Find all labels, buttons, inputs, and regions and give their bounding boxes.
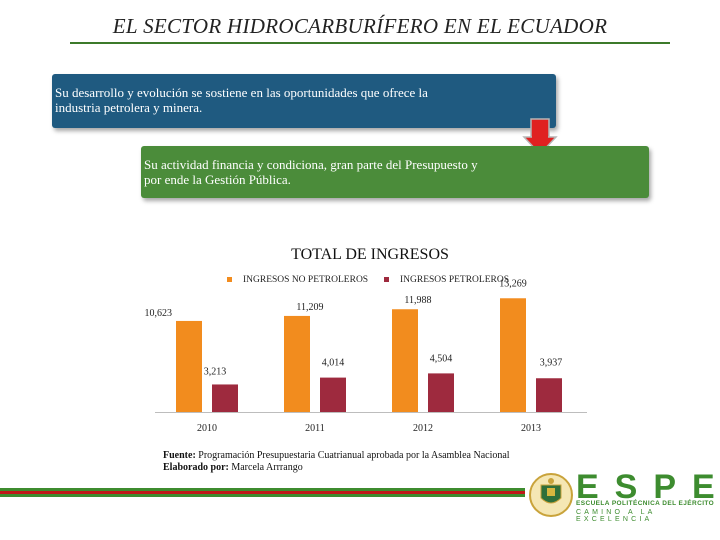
category-label-2010: 2010	[197, 423, 217, 434]
bar-oil-2010	[212, 384, 238, 412]
data-label-oil-2013: 3,937	[540, 357, 563, 368]
logo-tagline: CAMINO A LA EXCELENCIA	[576, 509, 656, 523]
bar-oil-2011	[320, 377, 346, 412]
category-label-2011: 2011	[305, 423, 325, 434]
info-box-finance-line2: por ende la Gestión Pública.	[144, 172, 291, 187]
bar-non-oil-2011	[284, 315, 310, 412]
info-box-finance: Su actividad financia y condiciona, gran…	[141, 146, 649, 198]
category-label-2013: 2013	[521, 423, 541, 434]
bar-oil-2012	[428, 373, 454, 412]
logo-subtitle: ESCUELA POLITÉCNICA DEL EJÉRCITO	[576, 500, 715, 507]
data-label-non-oil-2010: 10,623	[145, 308, 173, 319]
logo-wordmark: ESPE	[576, 468, 720, 506]
title-underline	[70, 42, 670, 44]
data-label-oil-2012: 4,504	[430, 353, 453, 364]
info-box-development: Su desarrollo y evolución se sostiene en…	[52, 74, 556, 128]
bar-non-oil-2012	[392, 309, 418, 412]
data-label-non-oil-2012: 11,988	[404, 295, 431, 306]
footer-stripe	[0, 488, 525, 497]
source-note: Fuente: Programación Presupuestaria Cuat…	[163, 450, 510, 474]
author-text: Marcela Arrrango	[231, 462, 303, 473]
down-arrow-icon	[522, 118, 558, 156]
category-label-2012: 2012	[413, 423, 433, 434]
source-text: Programación Presupuestaria Cuatrianual …	[198, 450, 510, 461]
data-label-oil-2011: 4,014	[322, 358, 345, 369]
source-label: Fuente:	[163, 450, 196, 461]
legend-swatch-non-oil	[227, 277, 232, 282]
info-box-development-line1: Su desarrollo y evolución se sostiene en…	[55, 85, 428, 100]
data-label-non-oil-2011: 11,209	[296, 302, 323, 313]
author-label: Elaborado por:	[163, 462, 229, 473]
info-box-development-line2: industria petrolera y minera.	[55, 100, 203, 115]
data-label-non-oil-2013: 13,269	[499, 278, 527, 289]
chart-title: TOTAL DE INGRESOS	[291, 246, 449, 263]
crest-icon	[529, 473, 573, 517]
data-label-oil-2010: 3,213	[204, 366, 227, 377]
page-title: EL SECTOR HIDROCARBURÍFERO EN EL ECUADOR	[112, 14, 608, 38]
bar-non-oil-2010	[176, 320, 202, 412]
legend-label-oil: INGRESOS PETROLEROS	[400, 275, 509, 285]
bar-non-oil-2013	[500, 298, 526, 412]
info-box-finance-line1: Su actividad financia y condiciona, gran…	[144, 157, 478, 172]
legend-swatch-oil	[384, 277, 389, 282]
legend-label-non-oil: INGRESOS NO PETROLEROS	[243, 275, 369, 285]
bar-oil-2013	[536, 378, 562, 412]
